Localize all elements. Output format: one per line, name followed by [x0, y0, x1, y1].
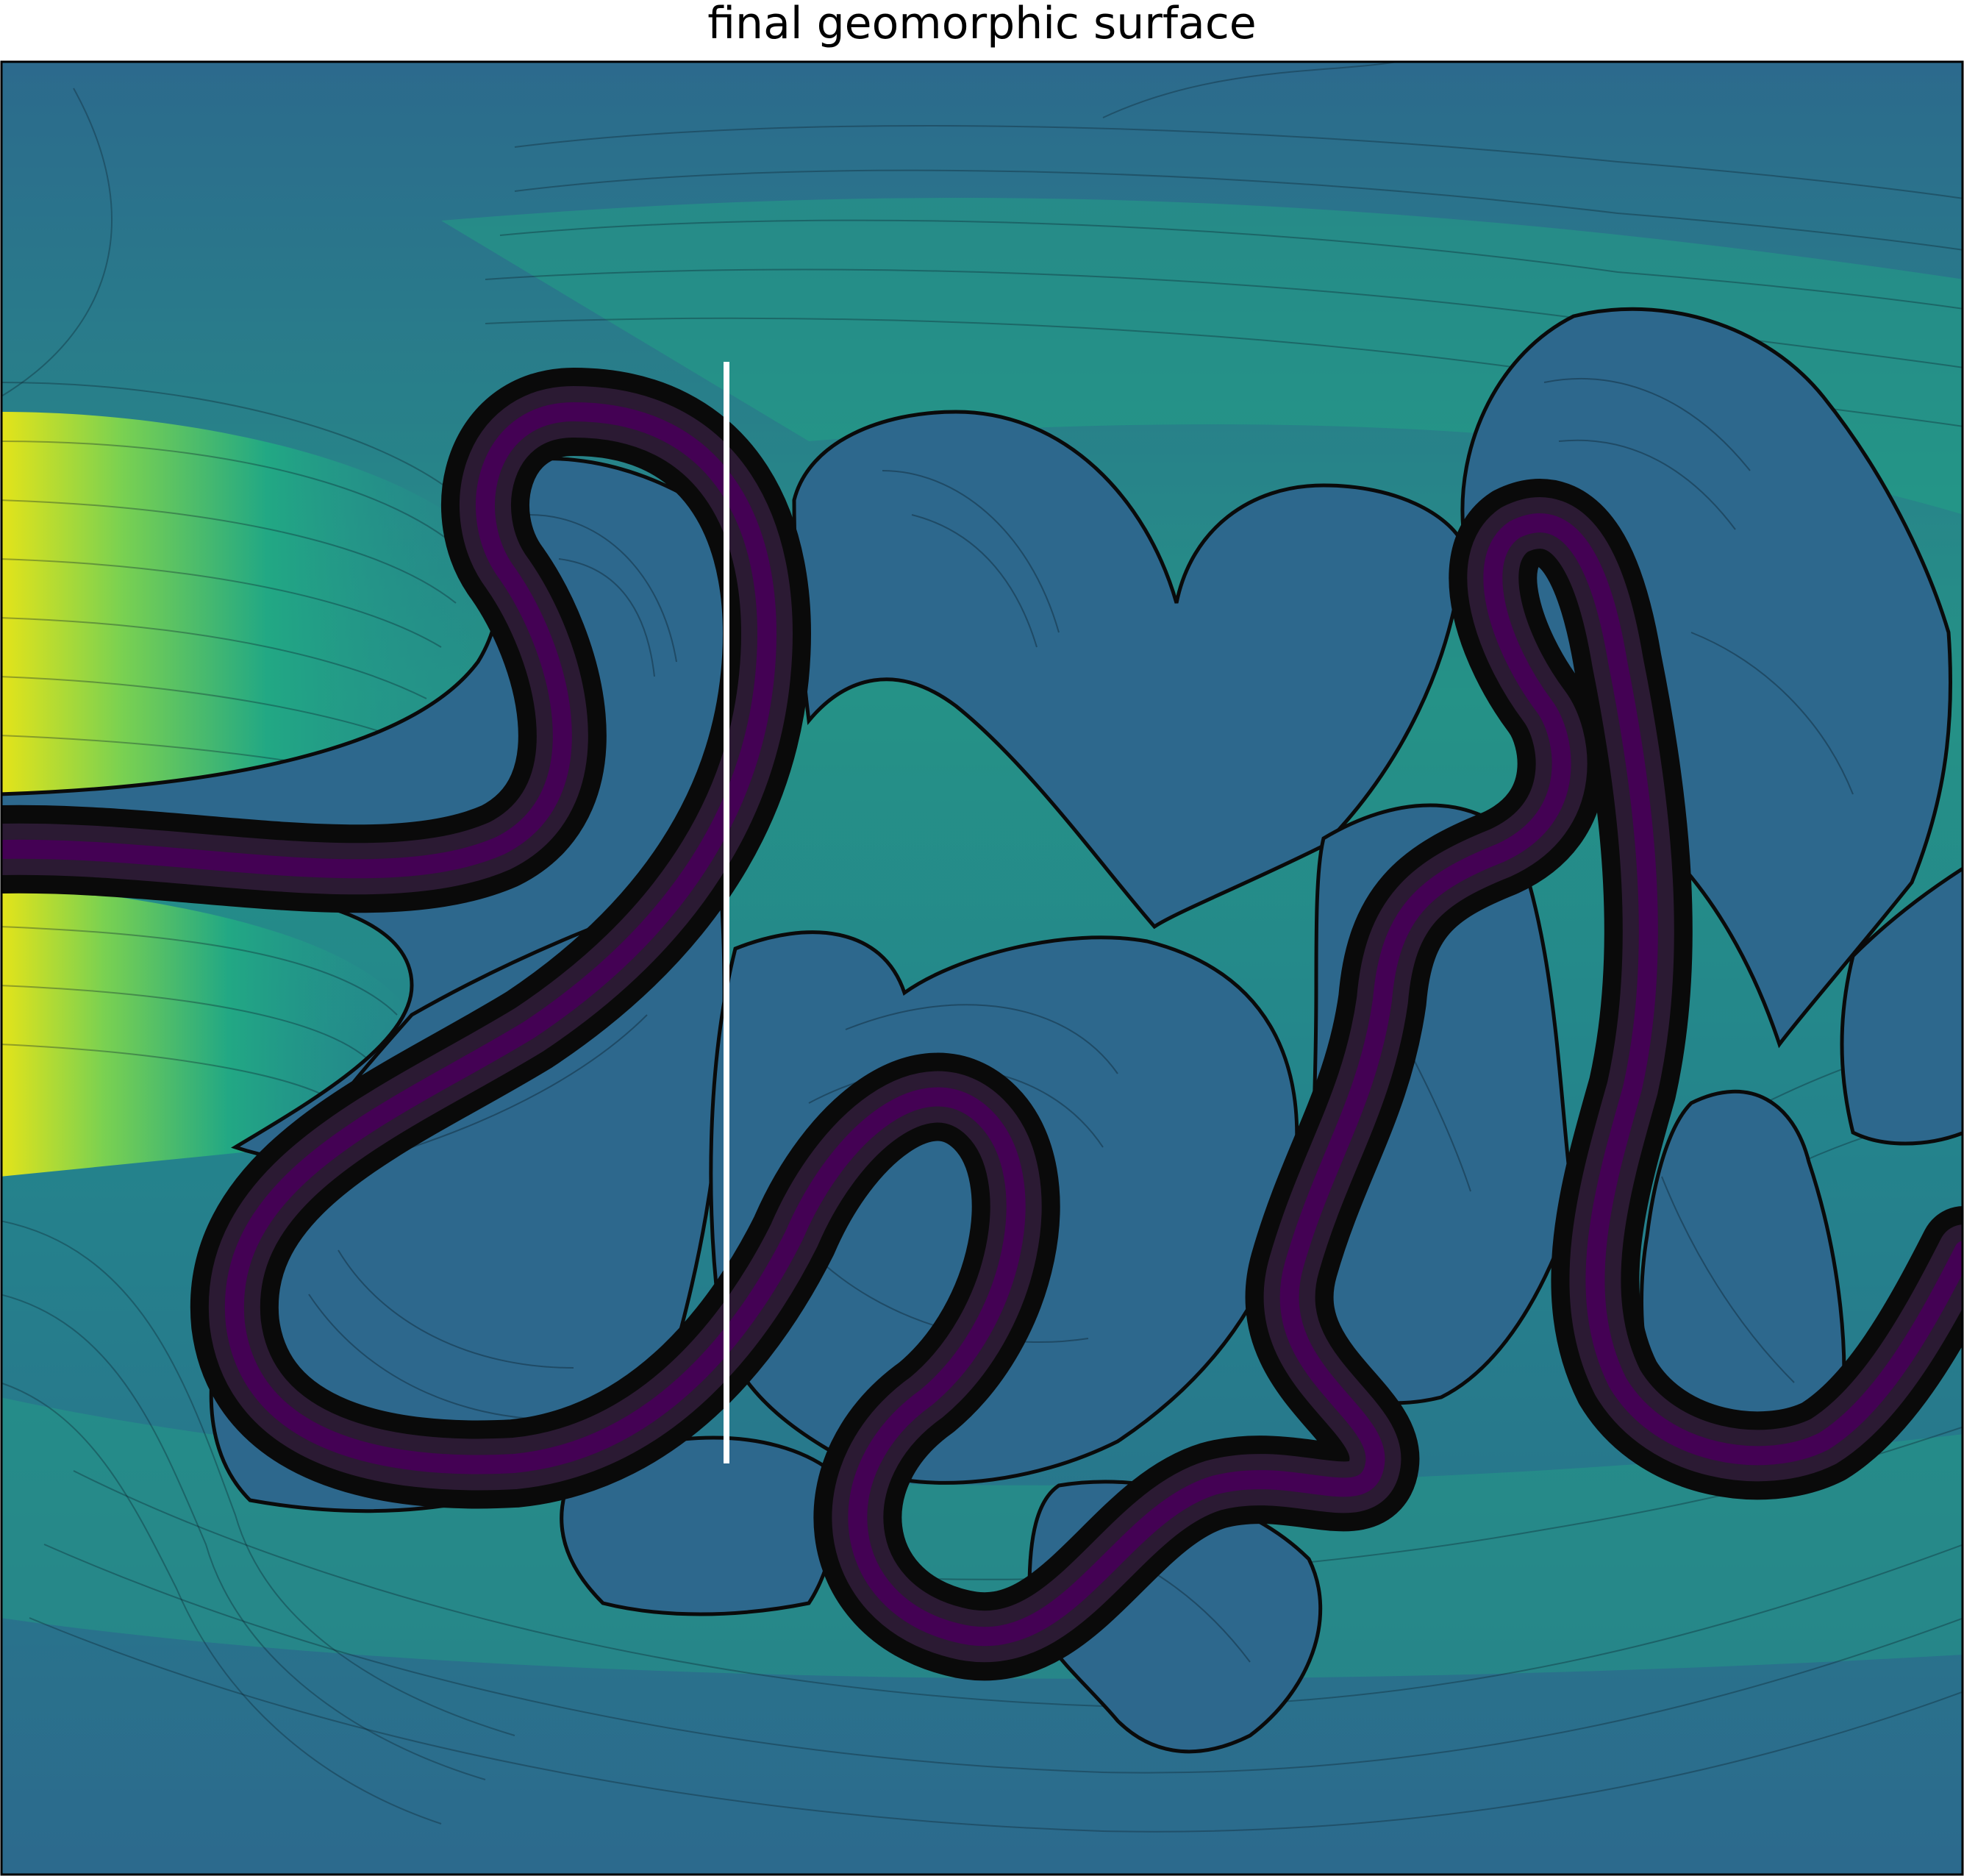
figure-title: final geomorphic surface	[707, 0, 1257, 49]
channel-core	[1, 402, 1963, 1647]
axes-frame	[0, 60, 1964, 1876]
river-channel	[1, 368, 1963, 1681]
high-terrain-upper-left	[1, 412, 485, 802]
contour-lines	[1, 62, 1963, 1833]
floodplain-center-upper	[792, 410, 1465, 930]
floodplain-right-edge	[1840, 866, 1963, 1146]
floodplain-bottom-lobe	[560, 1435, 838, 1616]
